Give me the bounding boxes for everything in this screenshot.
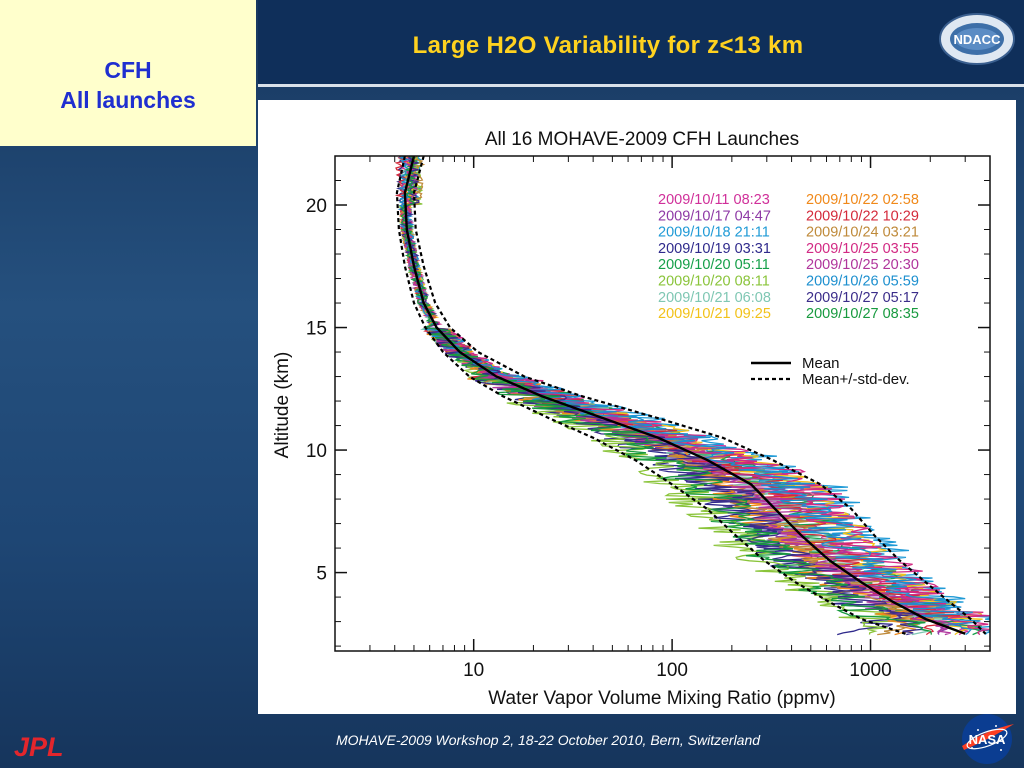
chart-title: All 16 MOHAVE-2009 CFH Launches bbox=[485, 129, 799, 150]
slide-title: Large H2O Variability for z<13 km bbox=[412, 32, 804, 59]
slide-tag-line1: CFH bbox=[104, 57, 152, 83]
legend-entry: 2009/10/27 08:35 bbox=[806, 306, 919, 322]
slide-tag-box: CFH All launches bbox=[0, 0, 256, 146]
legend-entry: 2009/10/19 03:31 bbox=[658, 241, 771, 257]
jpl-logo-text: JPL bbox=[14, 733, 64, 759]
legend-entry: 2009/10/25 03:55 bbox=[806, 241, 919, 257]
legend-entry: 2009/10/24 03:21 bbox=[806, 225, 919, 241]
legend-entry: 2009/10/25 20:30 bbox=[806, 257, 919, 273]
legend-entry: 2009/10/22 10:29 bbox=[806, 208, 919, 224]
chart-panel: All 16 MOHAVE-2009 CFH Launches 5 10 15 20 1… bbox=[258, 100, 1016, 714]
ndacc-logo-text: NDACC bbox=[954, 32, 1002, 47]
legend-entry: 2009/10/17 04:47 bbox=[658, 208, 771, 224]
chart-svg: All 16 MOHAVE-2009 CFH Launches 5 10 15 20 1… bbox=[272, 129, 991, 709]
plot-frame bbox=[334, 155, 991, 652]
x-axis-label: Water Vapor Volume Mixing Ratio (ppmv) bbox=[488, 688, 835, 709]
legend-entry: 2009/10/21 06:08 bbox=[658, 290, 771, 306]
y-tick-label: 15 bbox=[306, 319, 327, 340]
legend-entry: 2009/10/27 05:17 bbox=[806, 290, 919, 306]
legend-entry: 2009/10/22 02:58 bbox=[806, 192, 919, 208]
legend-entry: 2009/10/18 21:11 bbox=[658, 225, 770, 241]
legend-entry: 2009/10/20 05:11 bbox=[658, 257, 770, 273]
profile-line bbox=[400, 156, 933, 635]
x-tick-label: 10 bbox=[463, 660, 484, 681]
legend-mean-label: Mean bbox=[802, 355, 840, 372]
legend-std-label: Mean+/-std-dev. bbox=[802, 371, 910, 388]
slide-tag-line2: All launches bbox=[60, 87, 196, 113]
title-divider bbox=[258, 84, 1024, 87]
x-tick-label: 100 bbox=[656, 660, 688, 681]
ndacc-logo: NDACC bbox=[939, 13, 1015, 65]
axis-ticks: 5 10 15 20 10 100 1000 bbox=[306, 155, 991, 681]
statistics-layer bbox=[395, 156, 987, 635]
nasa-logo-text: NASA bbox=[969, 732, 1006, 747]
legend-entry: 2009/10/21 09:25 bbox=[658, 306, 771, 322]
jpl-logo: JPL bbox=[14, 733, 64, 759]
x-tick-label: 1000 bbox=[849, 660, 891, 681]
y-tick-label: 20 bbox=[306, 196, 327, 217]
std-lower-line bbox=[395, 156, 906, 635]
y-axis-label: Altitude (km) bbox=[272, 352, 293, 459]
nasa-logo: NASA bbox=[962, 714, 1014, 764]
mean-line bbox=[403, 156, 966, 635]
legend-entry: 2009/10/20 08:11 bbox=[658, 274, 770, 290]
footer-text: MOHAVE-2009 Workshop 2, 18-22 October 20… bbox=[335, 732, 761, 748]
profile-line bbox=[397, 156, 981, 636]
y-tick-label: 10 bbox=[306, 441, 327, 462]
std-upper-line bbox=[412, 156, 987, 635]
legend-entry: 2009/10/11 08:23 bbox=[658, 192, 770, 208]
y-tick-label: 5 bbox=[316, 564, 327, 585]
legend-entry: 2009/10/26 05:59 bbox=[806, 274, 919, 290]
title-band bbox=[258, 0, 1024, 84]
